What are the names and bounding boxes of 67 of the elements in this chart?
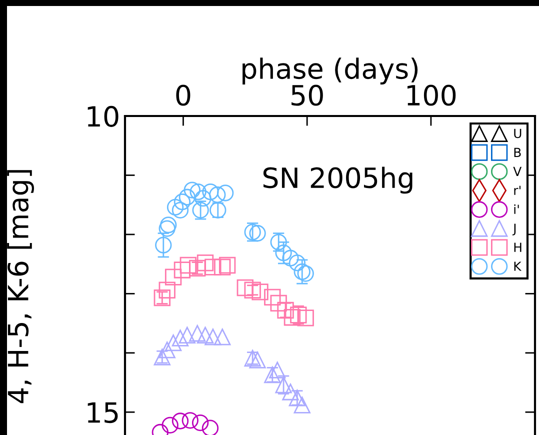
point [178,188,196,206]
point [275,244,292,262]
x-axis-title: phase (days) [242,58,418,84]
point [158,220,176,237]
point [172,330,189,346]
point [182,412,198,429]
point [204,258,222,276]
point [217,184,234,202]
point [294,263,310,280]
point [194,190,212,207]
point [174,194,191,210]
y-tick-label: 10 [88,106,118,127]
point [218,256,236,274]
point [202,420,219,435]
legend-label: H [514,242,522,252]
point [164,268,182,286]
point [166,198,184,216]
x-tick-label: 100 [407,84,456,106]
point [249,224,266,242]
point [189,325,206,342]
point [282,384,299,400]
point [155,236,172,254]
point [174,262,191,278]
legend-label: V [513,166,522,176]
point [244,282,261,298]
point [164,334,182,352]
legend-label: B [514,148,521,157]
point [172,412,189,430]
point [196,326,214,344]
legend-label: i' [514,204,519,214]
legend-label: U [514,128,522,138]
point [184,182,200,198]
point [204,328,222,346]
point [297,310,314,326]
point [270,294,287,312]
point [252,284,268,300]
legend-label: J [512,224,516,236]
point [288,254,306,272]
point [158,342,176,358]
legend-label: K [514,262,522,271]
point [282,250,299,266]
point [214,328,231,346]
y-axis-title: 4, H-5, K-6 [mag] [7,170,34,404]
point [190,183,206,200]
point [264,288,281,306]
point [180,256,197,274]
point [160,216,177,234]
point [158,282,176,298]
point [209,186,226,204]
point [214,258,231,276]
point [162,416,178,434]
point [172,202,189,218]
point [178,326,196,344]
point [249,352,266,368]
y-tick-label: 15 [88,402,118,424]
point [284,309,301,326]
point [196,254,214,272]
point [294,396,310,414]
point [297,265,314,282]
x-tick-label: 0 [176,84,190,106]
point [236,279,254,296]
point [269,362,286,378]
x-tick-label: 50 [292,84,323,106]
point [192,414,209,432]
point [202,183,219,200]
legend-label: r' [514,186,520,195]
annotation: SN 2005hg [263,166,412,194]
